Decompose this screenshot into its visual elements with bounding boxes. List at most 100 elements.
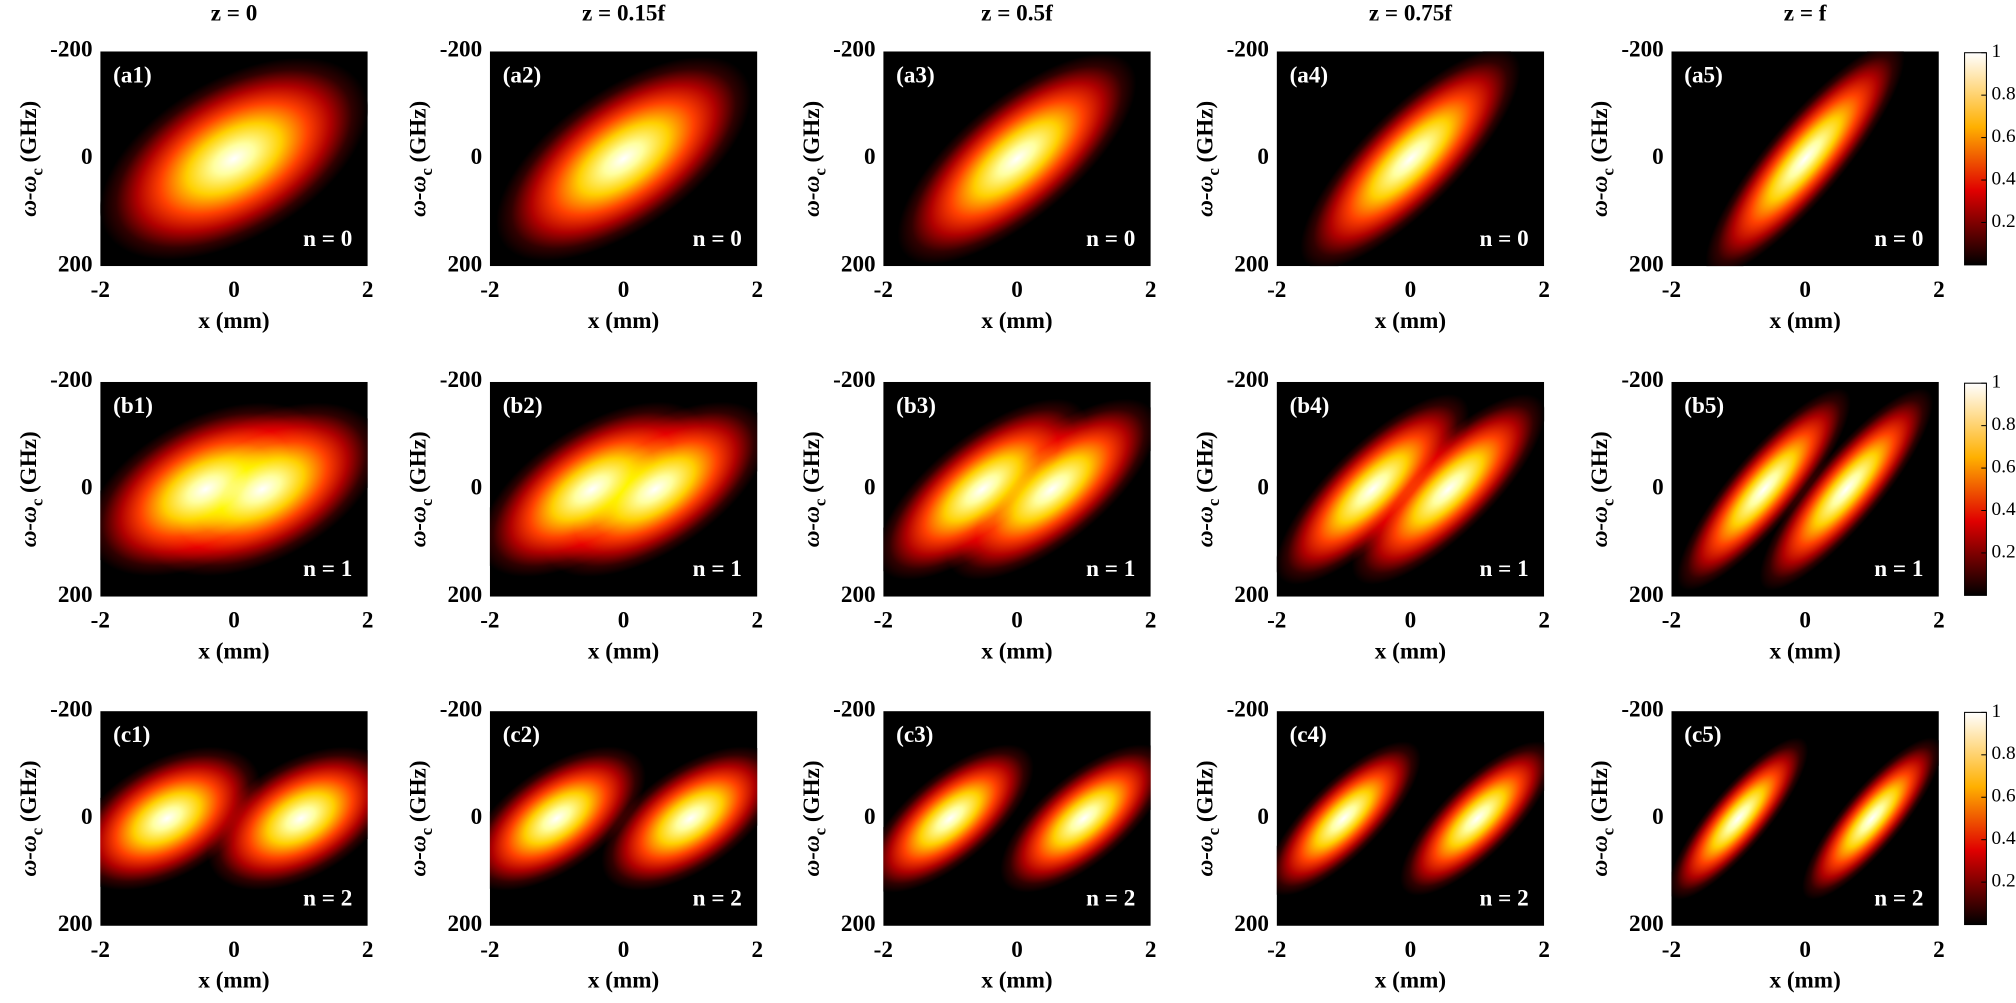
x-tick-label: 0 (618, 937, 630, 963)
intensity-lobe (1759, 388, 1934, 591)
y-axis-label: ω-ωc (GHz) (1587, 101, 1617, 217)
intensity-lobe (1300, 51, 1521, 267)
panel-label: (b2) (503, 393, 543, 419)
colorbar-tick-label: 0.6 (1992, 456, 2016, 477)
x-tick-label: -2 (480, 937, 499, 963)
y-axis-label: ω-ωc (GHz) (799, 431, 829, 547)
y-tick-label: 200 (447, 251, 482, 277)
intensity-lobe (1802, 737, 1939, 900)
y-axis-label: ω-ωc (GHz) (799, 101, 829, 217)
x-tick-label: 0 (1799, 608, 1811, 634)
y-axis-label-unit: (GHz) (1587, 760, 1613, 827)
x-axis-label: x (mm) (1770, 308, 1841, 334)
y-tick-label: -200 (440, 367, 482, 393)
colorbar-tick-label: 1 (1992, 41, 2002, 62)
heatmap (1276, 711, 1545, 926)
y-tick-label: 0 (471, 144, 483, 170)
y-tick-label: 0 (81, 804, 93, 830)
x-tick-label: -2 (1267, 937, 1286, 963)
heatmap (489, 711, 758, 926)
heatmap (1276, 381, 1545, 597)
panel-label: (c4) (1290, 722, 1327, 748)
heatmap (100, 381, 368, 597)
y-tick-label: 200 (447, 582, 482, 608)
y-axis-label-sub: c (1204, 168, 1223, 175)
y-axis-label-unit: (GHz) (799, 431, 825, 498)
panel-label: (a1) (113, 62, 152, 88)
y-tick-label: 200 (1234, 582, 1269, 608)
y-axis-label-unit: (GHz) (1587, 101, 1613, 168)
x-axis-label: x (mm) (198, 308, 269, 334)
y-tick-label: 200 (1629, 251, 1664, 277)
y-axis-label-main: ω-ω (799, 176, 825, 217)
x-tick-label: 0 (1011, 608, 1023, 634)
colorbar-tick-label: 0.4 (1992, 499, 2016, 520)
intensity-lobe (1671, 737, 1809, 900)
intensity-lobe (496, 56, 752, 261)
x-tick-label: 2 (752, 277, 764, 303)
colorbar-tick-label: 0.4 (1992, 828, 2016, 849)
intensity-lobe (1677, 388, 1851, 591)
y-axis-label-main: ω-ω (406, 835, 432, 876)
mode-label: n = 2 (1086, 885, 1135, 911)
y-tick-label: -200 (1227, 37, 1269, 63)
y-axis-label-sub: c (27, 499, 46, 506)
colorbar-tick-label: 0.2 (1992, 541, 2016, 562)
y-axis-label-main: ω-ω (1193, 835, 1219, 876)
x-tick-label: 0 (618, 608, 630, 634)
panel-label: (b5) (1684, 393, 1724, 419)
mode-label: n = 2 (303, 885, 352, 911)
y-tick-label: 200 (1629, 911, 1664, 937)
x-axis-label: x (mm) (1375, 968, 1446, 994)
x-tick-label: -2 (91, 608, 110, 634)
y-tick-label: 200 (841, 582, 876, 608)
y-axis-label-unit: (GHz) (799, 760, 825, 827)
x-tick-label: -2 (1267, 608, 1286, 634)
x-tick-label: 0 (1405, 937, 1417, 963)
y-tick-label: -200 (440, 37, 482, 63)
heatmap (1671, 51, 1939, 267)
y-axis-label: ω-ωc (GHz) (406, 760, 436, 876)
panel-label: (c5) (1684, 722, 1721, 748)
x-tick-label: 2 (1933, 608, 1945, 634)
colorbar-tick-label: 0.8 (1992, 743, 2016, 764)
y-axis-label-unit: (GHz) (16, 760, 42, 827)
y-axis-label-main: ω-ω (406, 506, 432, 547)
intensity-lobe (207, 746, 368, 891)
x-tick-label: -2 (1267, 277, 1286, 303)
y-axis-label-main: ω-ω (16, 176, 42, 217)
y-axis-label-main: ω-ω (16, 835, 42, 876)
y-axis-label-sub: c (810, 499, 829, 506)
y-axis-label-unit: (GHz) (406, 760, 432, 827)
y-axis-label-unit: (GHz) (1587, 431, 1613, 498)
intensity-lobe (542, 401, 758, 577)
y-axis-label: ω-ωc (GHz) (1193, 431, 1223, 547)
intensity-lobe (100, 57, 368, 260)
x-tick-label: 0 (228, 277, 240, 303)
x-tick-label: 0 (1011, 937, 1023, 963)
colorbar (1964, 52, 1987, 266)
panel-label: (b3) (896, 393, 936, 419)
x-tick-label: 2 (752, 608, 764, 634)
y-tick-label: 0 (1652, 144, 1664, 170)
panel-label: (b1) (113, 393, 153, 419)
heatmap (100, 51, 368, 267)
x-tick-label: -2 (91, 277, 110, 303)
y-tick-label: 0 (1652, 475, 1664, 501)
x-axis-label: x (mm) (588, 308, 659, 334)
y-tick-label: -200 (1227, 367, 1269, 393)
intensity-lobe (1705, 51, 1905, 267)
y-axis-label-sub: c (417, 168, 436, 175)
colorbar-tick-label: 0.4 (1992, 168, 2016, 189)
mode-label: n = 1 (1086, 556, 1135, 582)
intensity-lobe (1000, 744, 1151, 893)
y-tick-label: -200 (833, 696, 875, 722)
x-axis-label: x (mm) (1375, 308, 1446, 334)
y-tick-label: -200 (833, 37, 875, 63)
x-tick-label: 2 (362, 608, 374, 634)
x-tick-label: -2 (874, 277, 893, 303)
y-axis-label-main: ω-ω (799, 506, 825, 547)
heatmap (1671, 711, 1939, 926)
colorbar-tick-label: 1 (1992, 372, 2002, 393)
